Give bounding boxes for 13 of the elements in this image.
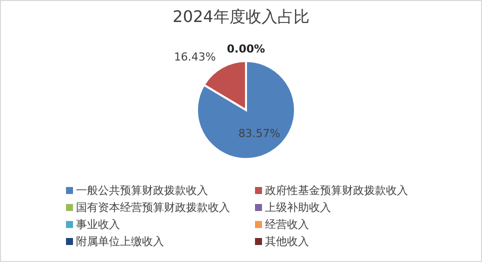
data-label: 83.57% (238, 126, 280, 140)
pie-slice (196, 60, 296, 160)
legend-label: 其他收入 (265, 234, 309, 249)
text: 0.00% (226, 42, 266, 56)
legend-label: 一般公共预算财政拨款收入 (76, 183, 208, 198)
data-label: 16.43% (174, 50, 216, 64)
chart-title: 2024年度收入占比 (172, 7, 310, 28)
legend-label: 政府性基金预算财政拨款收入 (265, 183, 408, 198)
legend-label: 经营收入 (265, 217, 309, 232)
legend-label: 附属单位上缴收入 (76, 234, 164, 249)
legend-label: 国有资本经营预算财政拨款收入 (76, 200, 230, 215)
legend-label: 事业收入 (76, 217, 120, 232)
legend-label: 上级补助收入 (265, 200, 331, 215)
